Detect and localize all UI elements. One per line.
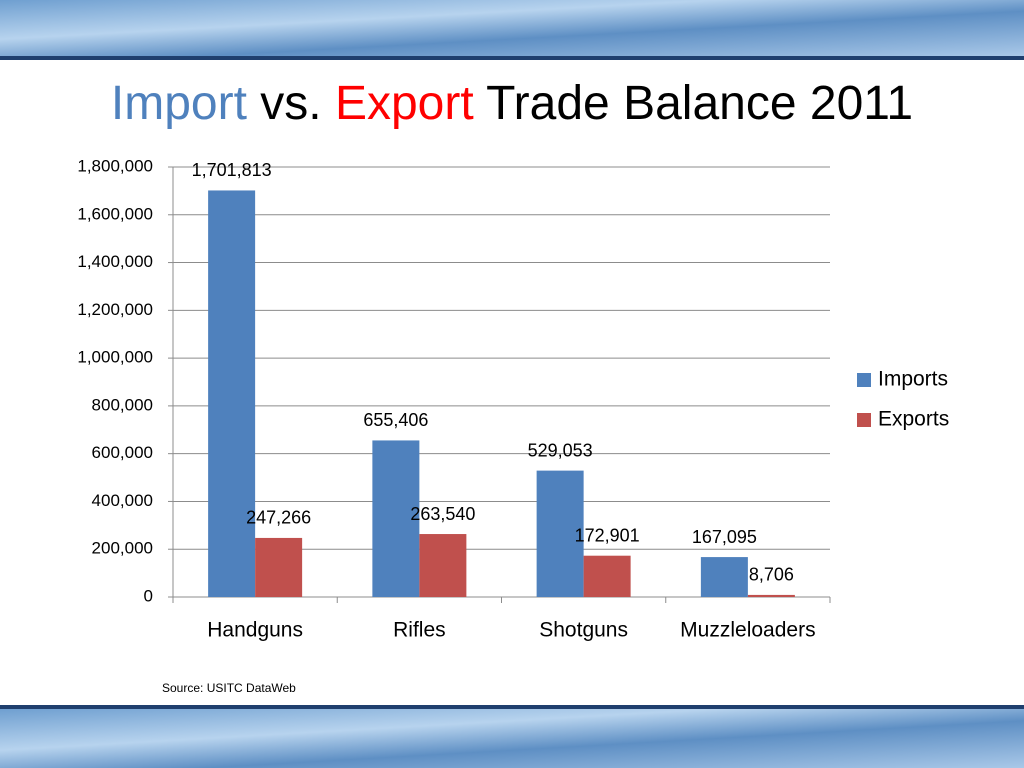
value-label: 263,540: [410, 504, 475, 524]
value-label: 8,706: [749, 565, 794, 585]
x-tick-label: Handguns: [207, 619, 303, 642]
y-tick-label: 200,000: [92, 539, 153, 558]
legend-swatch: [857, 413, 871, 427]
source-note: Source: USITC DataWeb: [162, 681, 296, 695]
value-label: 529,053: [528, 440, 593, 460]
title-part: vs.: [260, 77, 321, 130]
bar: [536, 470, 584, 597]
y-tick-label: 1,400,000: [77, 252, 153, 271]
top-banner: [0, 0, 1024, 56]
value-label: 1,701,813: [192, 160, 272, 180]
value-label: 655,406: [363, 410, 428, 430]
bar: [747, 594, 795, 597]
bar: [583, 555, 631, 597]
legend-swatch: [857, 373, 871, 387]
bar: [419, 534, 467, 597]
y-tick-label: 1,000,000: [77, 348, 153, 367]
y-tick-label: 1,600,000: [77, 204, 153, 223]
top-rule: [0, 56, 1024, 60]
x-tick-label: Rifles: [393, 619, 446, 642]
title-part: Export: [335, 77, 474, 130]
y-tick-label: 0: [144, 586, 153, 605]
legend-label: Exports: [878, 408, 949, 431]
title-part: Trade Balance 2011: [486, 77, 913, 130]
value-label: 247,266: [246, 508, 311, 528]
bar: [700, 557, 748, 597]
y-tick-label: 1,800,000: [77, 156, 153, 175]
value-label: 167,095: [692, 527, 757, 547]
bar: [255, 537, 303, 597]
legend-label: Imports: [878, 368, 948, 391]
y-tick-label: 600,000: [92, 443, 153, 462]
bottom-rule: [0, 705, 1024, 709]
chart-title: Import vs. Export Trade Balance 2011: [111, 77, 913, 130]
bar: [208, 190, 256, 597]
bar: [372, 440, 420, 597]
y-tick-label: 800,000: [92, 395, 153, 414]
title-part: Import: [111, 77, 247, 130]
x-tick-label: Shotguns: [539, 619, 628, 642]
x-tick-label: Muzzleloaders: [680, 619, 815, 642]
value-label: 172,901: [575, 525, 640, 545]
bottom-banner: [0, 709, 1024, 768]
y-tick-label: 400,000: [92, 491, 153, 510]
y-tick-label: 1,200,000: [77, 300, 153, 319]
